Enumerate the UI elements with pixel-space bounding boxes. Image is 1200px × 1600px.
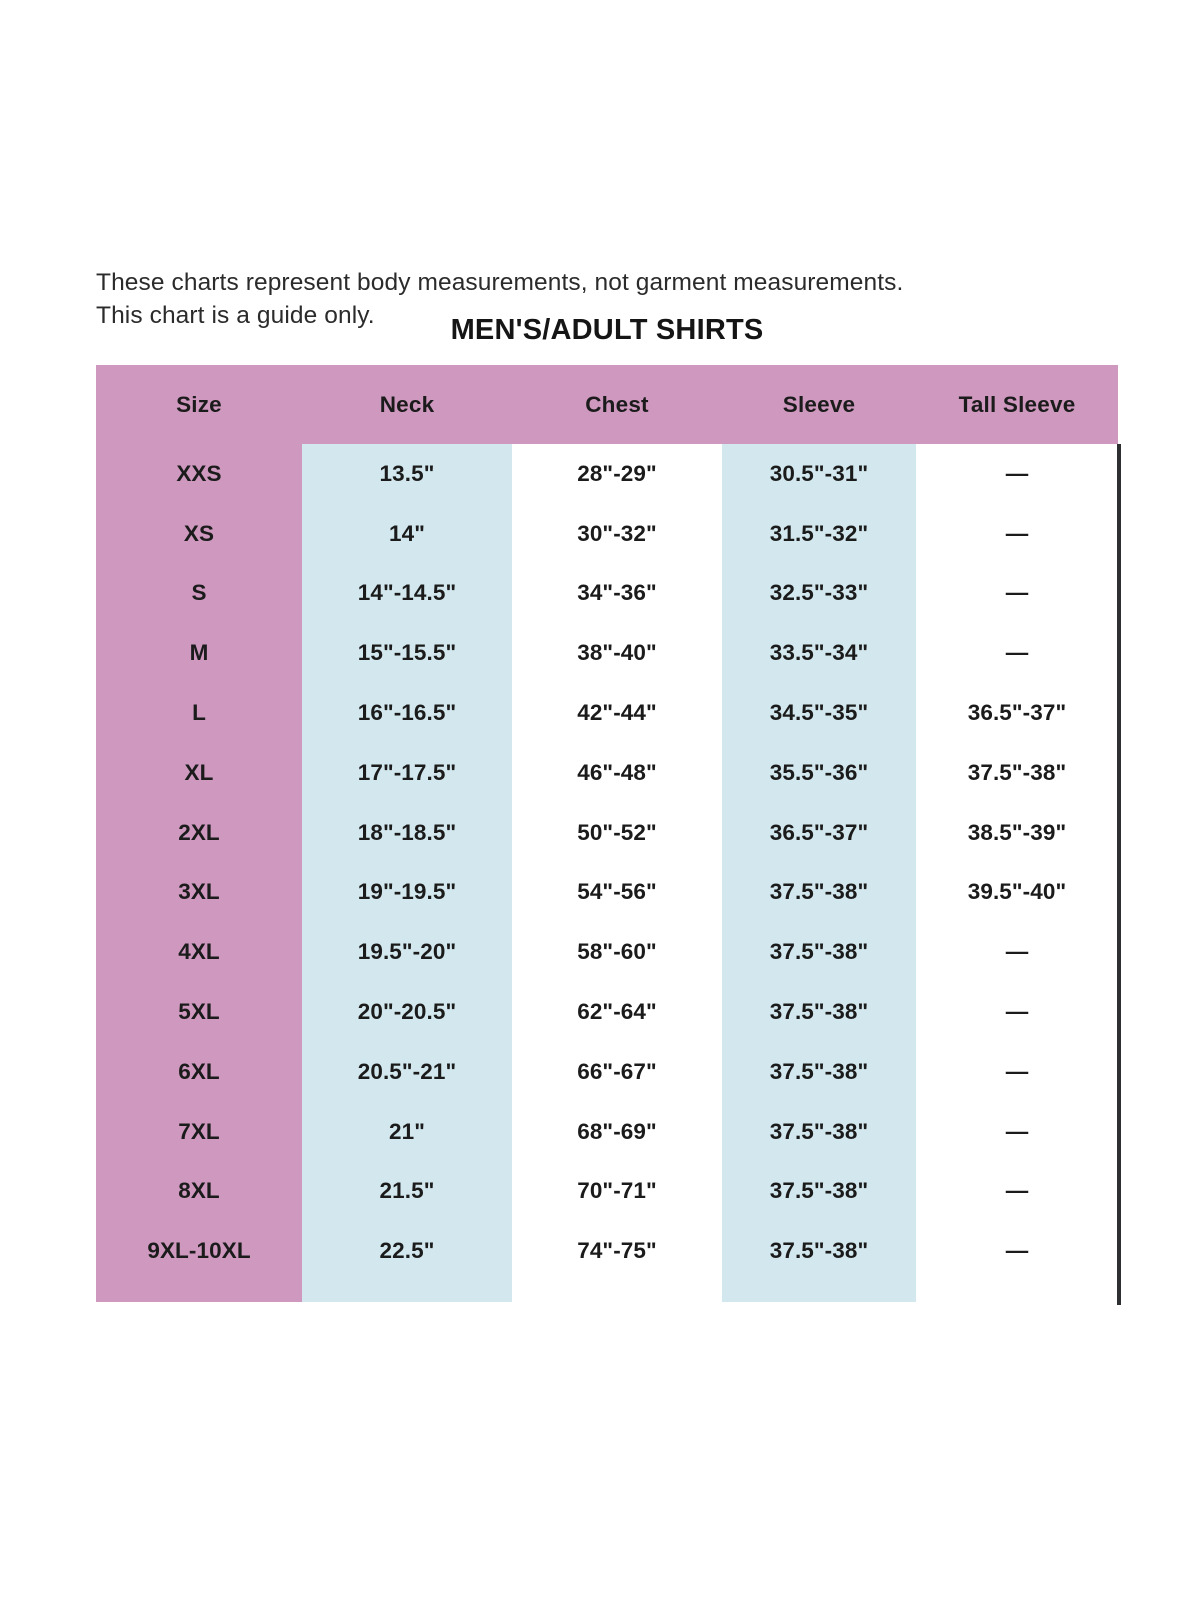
cell-chest: 38"-40" <box>577 640 657 666</box>
table-row: XXS 13.5" 28"-29" 30.5"-31" — <box>96 444 1118 504</box>
cell-size: 7XL <box>178 1118 220 1144</box>
table-row: 5XL 20"-20.5" 62"-64" 37.5"-38" — <box>96 982 1118 1042</box>
cell-tall-sleeve: — <box>1005 939 1029 965</box>
cell-sleeve: 36.5"-37" <box>769 819 869 845</box>
cell-neck: 18"-18.5" <box>357 819 457 845</box>
cell-sleeve: 30.5"-31" <box>769 460 869 486</box>
cell-chest: 28"-29" <box>577 460 657 486</box>
table-row: L 16"-16.5" 42"-44" 34.5"-35" 36.5"-37" <box>96 683 1118 743</box>
chart-title: MEN'S/ADULT SHIRTS <box>450 314 764 346</box>
cell-neck: 14" <box>389 520 425 546</box>
cell-tall-sleeve: — <box>1005 1118 1029 1144</box>
cell-neck: 13.5" <box>379 460 435 486</box>
cell-size: 8XL <box>178 1178 220 1204</box>
cell-chest: 70"-71" <box>577 1178 657 1204</box>
cell-sleeve: 35.5"-36" <box>769 759 869 785</box>
table-row: XS 14" 30"-32" 31.5"-32" — <box>96 504 1118 564</box>
cell-neck: 21" <box>389 1118 425 1144</box>
cell-size: M <box>189 640 209 666</box>
table-row: 9XL-10XL 22.5" 74"-75" 37.5"-38" — <box>96 1221 1118 1281</box>
cell-size: 6XL <box>178 1058 220 1084</box>
cell-size: S <box>191 580 207 606</box>
cell-neck: 22.5" <box>379 1238 435 1264</box>
table-row: 2XL 18"-18.5" 50"-52" 36.5"-37" 38.5"-39" <box>96 803 1118 863</box>
column-header-size: Size <box>176 391 222 417</box>
cell-tall-sleeve: 39.5"-40" <box>967 879 1067 905</box>
cell-chest: 66"-67" <box>577 1058 657 1084</box>
cell-neck: 16"-16.5" <box>357 700 457 726</box>
cell-tall-sleeve: — <box>1005 999 1029 1025</box>
cell-sleeve: 37.5"-38" <box>769 879 869 905</box>
cell-tall-sleeve: 37.5"-38" <box>967 759 1067 785</box>
table-row: 3XL 19"-19.5" 54"-56" 37.5"-38" 39.5"-40" <box>96 863 1118 923</box>
right-border-rule <box>1117 444 1121 1305</box>
table-row: XL 17"-17.5" 46"-48" 35.5"-36" 37.5"-38" <box>96 743 1118 803</box>
column-header-neck: Neck <box>379 391 435 417</box>
cell-sleeve: 32.5"-33" <box>769 580 869 606</box>
cell-chest: 42"-44" <box>577 700 657 726</box>
cell-size: XS <box>183 520 215 546</box>
cell-tall-sleeve: — <box>1005 1238 1029 1264</box>
cell-neck: 20.5"-21" <box>357 1058 457 1084</box>
cell-size: 2XL <box>178 819 220 845</box>
cell-sleeve: 33.5"-34" <box>769 640 869 666</box>
cell-neck: 21.5" <box>379 1178 435 1204</box>
cell-size: XXS <box>176 460 222 486</box>
cell-sleeve: 37.5"-38" <box>769 1178 869 1204</box>
cell-sleeve: 37.5"-38" <box>769 1238 869 1264</box>
cell-size: 3XL <box>178 879 220 905</box>
cell-tall-sleeve: 38.5"-39" <box>967 819 1067 845</box>
size-chart-table: Size Neck Chest Sleeve Tall Sleeve XXS 13… <box>96 365 1118 1281</box>
table-header: Size Neck Chest Sleeve Tall Sleeve <box>96 365 1118 444</box>
cell-tall-sleeve: — <box>1005 640 1029 666</box>
cell-size: XL <box>184 759 214 785</box>
cell-chest: 30"-32" <box>577 520 657 546</box>
cell-size: 4XL <box>178 939 220 965</box>
intro-note: These charts represent body measurements… <box>96 266 996 332</box>
cell-tall-sleeve: — <box>1005 520 1029 546</box>
cell-tall-sleeve: — <box>1005 1058 1029 1084</box>
cell-tall-sleeve: 36.5"-37" <box>967 700 1067 726</box>
table-row: 4XL 19.5"-20" 58"-60" 37.5"-38" — <box>96 922 1118 982</box>
cell-chest: 46"-48" <box>577 759 657 785</box>
table-row: M 15"-15.5" 38"-40" 33.5"-34" — <box>96 623 1118 683</box>
cell-chest: 54"-56" <box>577 879 657 905</box>
intro-line-2: This chart is a guide only. <box>96 302 375 329</box>
cell-neck: 15"-15.5" <box>357 640 457 666</box>
cell-chest: 34"-36" <box>577 580 657 606</box>
cell-sleeve: 37.5"-38" <box>769 1118 869 1144</box>
cell-size: 5XL <box>178 999 220 1025</box>
cell-neck: 14"-14.5" <box>357 580 457 606</box>
intro-line-1: These charts represent body measurements… <box>96 269 904 296</box>
column-header-chest: Chest <box>585 391 649 417</box>
column-header-tall-sleeve: Tall Sleeve <box>958 391 1076 417</box>
cell-chest: 68"-69" <box>577 1118 657 1144</box>
cell-chest: 50"-52" <box>577 819 657 845</box>
table-row: 8XL 21.5" 70"-71" 37.5"-38" — <box>96 1162 1118 1222</box>
cell-tall-sleeve: — <box>1005 1178 1029 1204</box>
header-row: Size Neck Chest Sleeve Tall Sleeve <box>96 365 1118 444</box>
cell-sleeve: 34.5"-35" <box>769 700 869 726</box>
cell-neck: 17"-17.5" <box>357 759 457 785</box>
cell-sleeve: 37.5"-38" <box>769 939 869 965</box>
cell-tall-sleeve: — <box>1005 580 1029 606</box>
cell-sleeve: 31.5"-32" <box>769 520 869 546</box>
cell-size: 9XL-10XL <box>147 1238 251 1264</box>
cell-chest: 58"-60" <box>577 939 657 965</box>
cell-size: L <box>192 700 206 726</box>
table-row: 7XL 21" 68"-69" 37.5"-38" — <box>96 1102 1118 1162</box>
column-header-sleeve: Sleeve <box>782 391 856 417</box>
cell-chest: 62"-64" <box>577 999 657 1025</box>
cell-neck: 20"-20.5" <box>357 999 457 1025</box>
cell-tall-sleeve: — <box>1005 460 1029 486</box>
cell-neck: 19.5"-20" <box>357 939 457 965</box>
cell-chest: 74"-75" <box>577 1238 657 1264</box>
cell-sleeve: 37.5"-38" <box>769 1058 869 1084</box>
table-row: 6XL 20.5"-21" 66"-67" 37.5"-38" — <box>96 1042 1118 1102</box>
table-row: S 14"-14.5" 34"-36" 32.5"-33" — <box>96 564 1118 624</box>
size-chart-table-wrapper: Size Neck Chest Sleeve Tall Sleeve XXS 13… <box>96 365 1121 1305</box>
table-body: XXS 13.5" 28"-29" 30.5"-31" — XS 14" 30"-32" 31.… <box>96 444 1118 1281</box>
cell-neck: 19"-19.5" <box>357 879 457 905</box>
cell-sleeve: 37.5"-38" <box>769 999 869 1025</box>
